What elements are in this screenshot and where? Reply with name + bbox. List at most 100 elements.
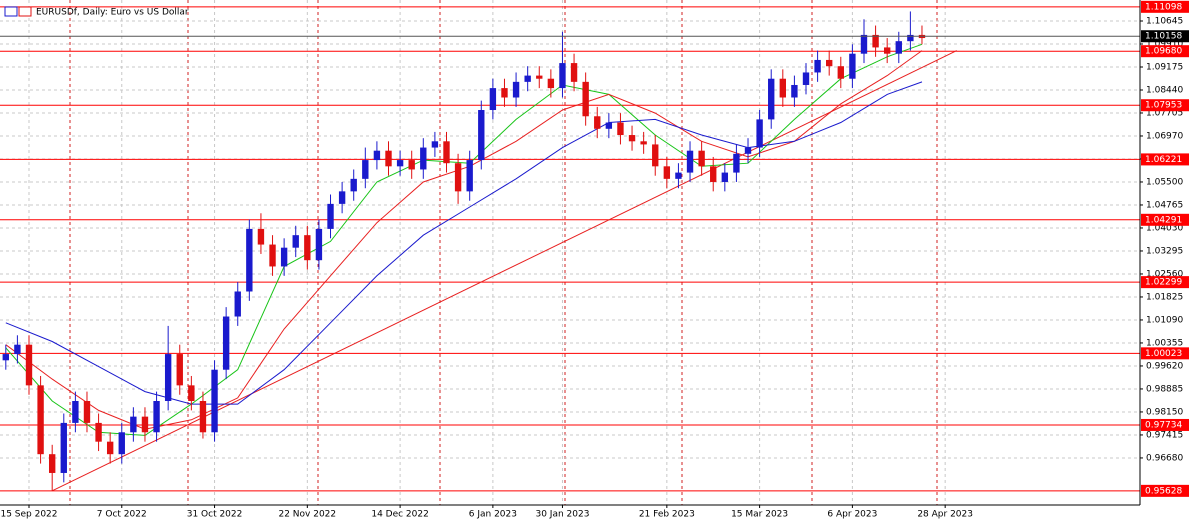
candle-body: [246, 228, 253, 292]
x-tick-label: 28 Apr 2023: [917, 510, 973, 520]
candle-body: [872, 34, 879, 48]
candle-body: [686, 150, 694, 173]
y-tick-label: 1.08440: [1146, 85, 1183, 95]
level-label-box: [1141, 0, 1189, 13]
candle-body: [547, 78, 555, 89]
candle-body: [199, 400, 207, 433]
x-tick-label: 6 Apr 2023: [827, 510, 877, 520]
y-tick-label: 0.97415: [1146, 430, 1183, 440]
y-tick-label: 1.10645: [1146, 16, 1183, 26]
candle-body: [721, 172, 729, 182]
candle-body: [396, 160, 404, 167]
candle-body: [594, 116, 601, 129]
y-tick-label: 0.98885: [1146, 384, 1183, 394]
candle-body: [164, 354, 172, 401]
candle-body: [327, 203, 334, 229]
candle-body: [524, 75, 531, 82]
candle-body: [222, 316, 230, 370]
candle-body: [234, 291, 241, 317]
x-tick-label: 22 Nov 2022: [278, 510, 336, 520]
candle-body: [478, 110, 485, 161]
candle-body: [408, 160, 415, 170]
y-tick-label: 1.06970: [1146, 131, 1183, 141]
candle-body: [2, 354, 9, 361]
candle-body: [141, 416, 149, 433]
price-label-box: [1141, 30, 1189, 43]
level-label-box: [1141, 418, 1189, 431]
candle-body: [72, 400, 79, 423]
y-tick-label: 1.00355: [1146, 338, 1183, 348]
x-tick-label: 31 Oct 2022: [187, 510, 243, 520]
candle-body: [675, 172, 682, 179]
candle-body: [512, 81, 520, 98]
candle-body: [48, 454, 56, 473]
candle-body: [779, 78, 786, 98]
candle-body: [489, 88, 497, 111]
candle-body: [130, 416, 137, 433]
candle-body: [826, 59, 833, 67]
y-tick-label: 1.09910: [1146, 39, 1183, 49]
level-label-box: [1141, 153, 1189, 166]
candle-body: [83, 400, 91, 423]
candle-body: [895, 41, 902, 54]
candle-body: [257, 228, 265, 245]
candle-body: [652, 144, 659, 167]
candle-body: [153, 400, 160, 433]
candle-body: [582, 81, 589, 117]
candle-body: [454, 163, 462, 192]
level-label-box: [1141, 99, 1189, 112]
candle-body: [860, 34, 868, 54]
y-tick-label: 1.05500: [1146, 177, 1183, 187]
candle-body: [95, 422, 102, 442]
candle-body: [37, 385, 44, 455]
title-icon: [4, 6, 18, 17]
candle-body: [536, 75, 543, 79]
x-tick-label: 30 Jan 2023: [535, 510, 589, 520]
level-label: 1.07953: [1145, 101, 1182, 111]
y-tick-label: 1.01825: [1146, 292, 1183, 302]
candle-body: [756, 119, 763, 148]
level-label-box: [1141, 213, 1189, 226]
candle-body: [883, 47, 891, 54]
candle-body: [501, 88, 508, 98]
candle-body: [118, 432, 125, 455]
candle-body: [350, 178, 357, 192]
candle-body: [315, 228, 323, 261]
candle-body: [907, 34, 914, 42]
candle-body: [837, 66, 844, 79]
candle-body: [373, 150, 381, 161]
candle-body: [559, 63, 566, 89]
x-tick-label: 6 Jan 2023: [469, 510, 517, 520]
y-tick-label: 0.96680: [1146, 453, 1183, 463]
moving-average: [5, 81, 923, 405]
chart-title: EURUSDf, Daily: Euro vs US Dollar: [36, 8, 189, 18]
level-label: 0.95628: [1145, 486, 1182, 496]
candle-body: [698, 150, 705, 167]
y-tick-label: 1.04765: [1146, 200, 1183, 210]
candle-body: [25, 344, 33, 386]
candle-body: [338, 191, 346, 204]
candle-body: [280, 247, 288, 267]
candle-body: [628, 135, 636, 142]
candle-body: [385, 150, 392, 167]
candle-body: [176, 354, 183, 386]
candle-body: [60, 422, 67, 473]
candle-body: [292, 235, 299, 248]
candle-body: [420, 147, 427, 170]
candle-body: [849, 53, 856, 79]
y-tick-label: 1.09175: [1146, 62, 1183, 72]
y-tick-label: 1.01090: [1146, 315, 1183, 325]
x-tick-label: 14 Dec 2022: [371, 510, 429, 520]
level-label: 1.11098: [1145, 2, 1182, 12]
price-label: 1.10158: [1145, 32, 1182, 42]
candle-body: [710, 166, 717, 182]
title-icon: [18, 6, 32, 17]
level-label: 1.09680: [1145, 47, 1182, 57]
candle-body: [211, 369, 218, 433]
candle-body: [744, 147, 752, 154]
candle-body: [14, 344, 21, 355]
candle-body: [269, 244, 276, 267]
x-tick-label: 7 Oct 2022: [97, 510, 147, 520]
candle-body: [640, 141, 647, 145]
